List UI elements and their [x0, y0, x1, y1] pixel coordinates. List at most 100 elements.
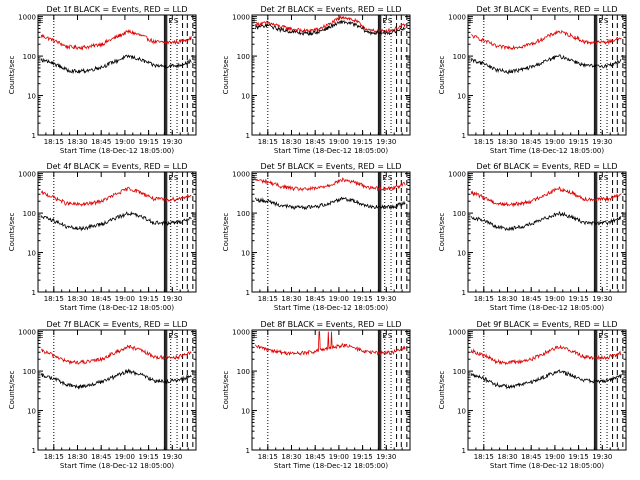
y-axis-label: Counts/sec: [8, 56, 16, 95]
y-tick-label: 10: [27, 93, 36, 101]
panel-9: Det 9f BLACK = Events, RED = LLD 1 10 100 10…: [438, 320, 627, 470]
x-tick-label: 19:00: [329, 453, 349, 461]
events-series-line: [254, 196, 406, 211]
y-tick-label: 10: [457, 408, 466, 416]
event-marker-s: S: [174, 174, 179, 182]
x-tick-label: 19:15: [139, 453, 159, 461]
y-tick-label: 100: [23, 53, 36, 61]
event-marker-s: S: [174, 17, 179, 25]
plot-frame: [467, 329, 627, 451]
y-tick-label: 1000: [448, 171, 466, 179]
event-marker-e: E: [168, 332, 172, 340]
panel-title: Det 3f BLACK = Events, RED = LLD: [476, 5, 617, 14]
x-tick-label: 19:30: [162, 138, 182, 146]
panel-title: Det 6f BLACK = Events, RED = LLD: [476, 162, 617, 171]
event-marker-e: E: [39, 17, 43, 25]
panel-title: Det 9f BLACK = Events, RED = LLD: [476, 320, 617, 329]
x-tick-label: 18:45: [91, 453, 111, 461]
plot-frame: [467, 14, 627, 136]
y-tick-label: 100: [237, 210, 250, 218]
event-marker-e: E: [253, 174, 257, 182]
y-tick-label: 100: [23, 368, 36, 376]
panel-6: Det 6f BLACK = Events, RED = LLD 1 10 100 10…: [438, 162, 627, 312]
panel-7: Det 7f BLACK = Events, RED = LLD 1 10 100 10…: [8, 320, 197, 470]
y-axis-label: Counts/sec: [222, 371, 230, 410]
x-tick-label: 18:30: [497, 138, 517, 146]
x-axis-label: Start Time (18-Dec-12 18:05:00): [490, 147, 604, 155]
panel-3: Det 3f BLACK = Events, RED = LLD 1 10 100 10…: [438, 5, 627, 155]
y-tick-label: 10: [457, 93, 466, 101]
event-marker-s: S: [388, 174, 393, 182]
panel-title: Det 7f BLACK = Events, RED = LLD: [46, 320, 187, 329]
y-tick-label: 1: [462, 289, 466, 297]
events-series-line: [470, 369, 622, 390]
event-marker-e: E: [598, 332, 602, 340]
y-tick-label: 1: [246, 447, 250, 455]
x-tick-label: 18:30: [67, 138, 87, 146]
x-tick-label: 18:30: [67, 295, 87, 303]
plot-frame: [467, 171, 627, 293]
x-tick-label: 19:30: [162, 295, 182, 303]
panel-8: Det 8f BLACK = Events, RED = LLD 1 10 100 10…: [222, 320, 411, 470]
x-tick-label: 19:30: [592, 138, 612, 146]
x-tick-label: 19:15: [353, 453, 373, 461]
x-tick-label: 19:00: [115, 138, 135, 146]
y-axis-label: Counts/sec: [8, 213, 16, 252]
lld-series-line: [254, 177, 406, 192]
x-tick-label: 18:30: [497, 295, 517, 303]
y-tick-label: 1: [462, 447, 466, 455]
y-tick-label: 10: [241, 408, 250, 416]
y-tick-label: 1000: [18, 171, 36, 179]
x-tick-label: 19:30: [162, 453, 182, 461]
lld-series-line: [40, 186, 192, 207]
lld-series-line: [470, 344, 622, 366]
x-tick-label: 18:15: [44, 453, 64, 461]
x-axis-label: Start Time (18-Dec-12 18:05:00): [490, 304, 604, 312]
x-tick-label: 19:00: [545, 453, 565, 461]
x-tick-label: 18:45: [305, 295, 325, 303]
y-tick-label: 1: [32, 447, 36, 455]
y-axis-label: Counts/sec: [8, 371, 16, 410]
x-tick-label: 18:15: [474, 138, 494, 146]
event-marker-e: E: [382, 174, 386, 182]
lld-series-line: [471, 29, 622, 51]
x-tick-label: 19:15: [569, 138, 589, 146]
panel-title: Det 8f BLACK = Events, RED = LLD: [260, 320, 401, 329]
y-tick-label: 1: [462, 132, 466, 140]
x-tick-label: 19:00: [545, 138, 565, 146]
x-tick-label: 19:15: [569, 295, 589, 303]
x-tick-label: 19:30: [376, 453, 396, 461]
event-marker-e: E: [469, 174, 473, 182]
y-tick-label: 1000: [232, 171, 250, 179]
x-tick-label: 19:30: [592, 295, 612, 303]
x-tick-label: 18:45: [305, 453, 325, 461]
x-axis-label: Start Time (18-Dec-12 18:05:00): [274, 304, 388, 312]
y-tick-label: 10: [457, 250, 466, 258]
x-tick-label: 18:15: [258, 453, 278, 461]
x-tick-label: 18:45: [91, 295, 111, 303]
x-axis-label: Start Time (18-Dec-12 18:05:00): [490, 462, 604, 470]
event-marker-e: E: [253, 332, 257, 340]
x-tick-label: 19:30: [376, 138, 396, 146]
event-marker-s: S: [388, 332, 393, 340]
event-marker-s: S: [604, 174, 609, 182]
y-tick-label: 1000: [448, 14, 466, 22]
panel-4: Det 4f BLACK = Events, RED = LLD 1 10 100 10…: [8, 162, 197, 312]
x-tick-label: 18:15: [44, 138, 64, 146]
y-tick-label: 1: [32, 132, 36, 140]
y-tick-label: 1000: [18, 14, 36, 22]
events-series-line: [254, 20, 406, 37]
panel-5: Det 5f BLACK = Events, RED = LLD 1 10 100 10…: [222, 162, 411, 312]
y-tick-label: 100: [453, 210, 466, 218]
y-tick-label: 100: [453, 53, 466, 61]
y-tick-label: 1000: [448, 329, 466, 337]
y-tick-label: 10: [27, 250, 36, 258]
y-tick-label: 10: [27, 408, 36, 416]
y-tick-label: 10: [241, 93, 250, 101]
events-series-line: [470, 210, 622, 232]
events-series-line: [40, 54, 192, 75]
lld-series-line: [40, 29, 192, 51]
plot-frame: [251, 14, 411, 136]
x-tick-label: 18:45: [305, 138, 325, 146]
